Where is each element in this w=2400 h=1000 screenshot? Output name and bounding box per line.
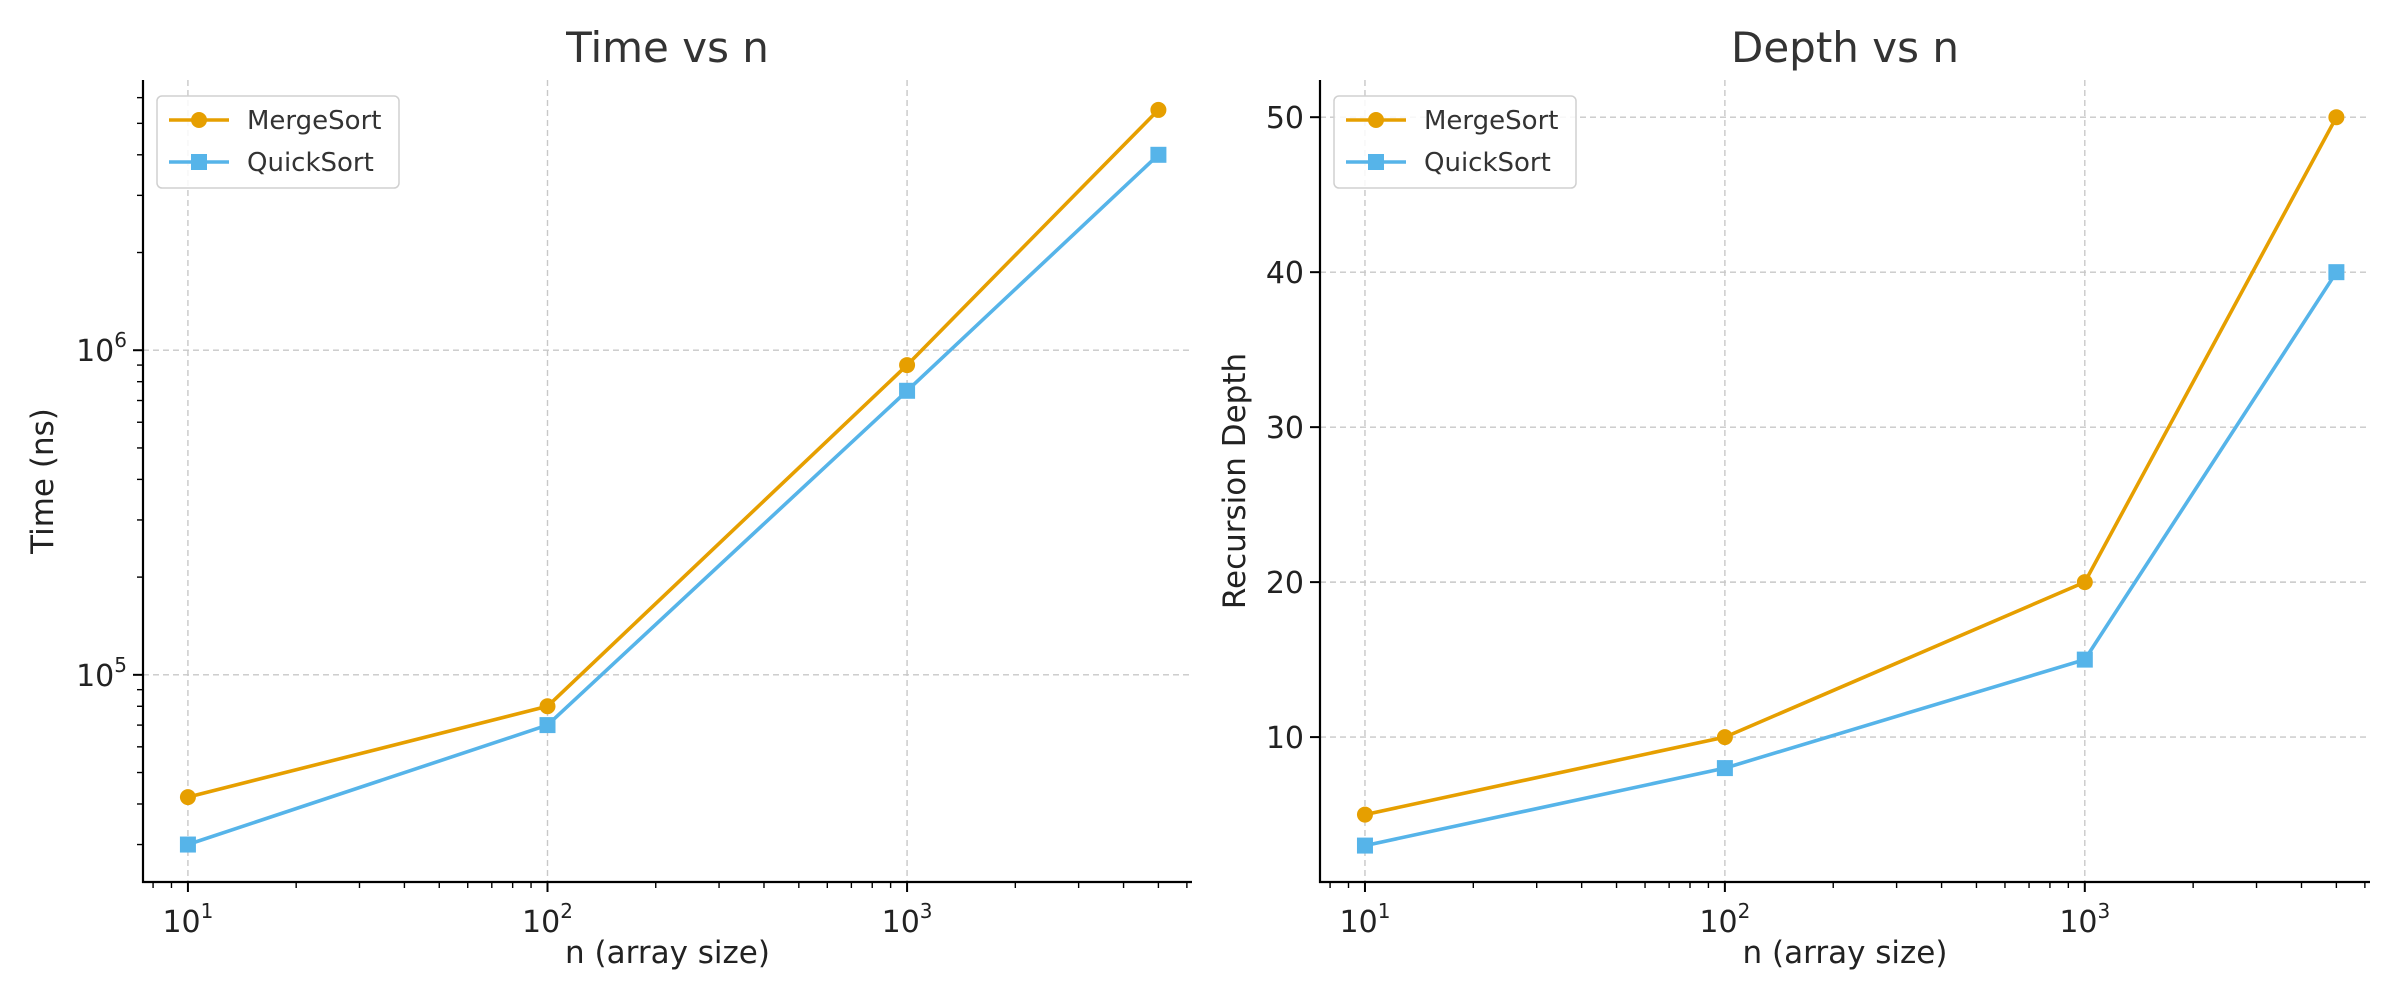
data-point-mergesort [1150, 101, 1167, 118]
data-point-quicksort [2076, 651, 2093, 668]
x-tick-label: 102 [522, 899, 573, 940]
x-tick-label: 101 [162, 899, 213, 940]
x-tick-label: 103 [2059, 899, 2110, 940]
x-tick-exponent: 3 [920, 899, 933, 923]
x-tick-base: 10 [882, 905, 920, 940]
series-line-mergesort [1364, 116, 2338, 817]
legend-marker-square [1368, 154, 1384, 170]
legend-entry: MergeSort [247, 106, 381, 136]
legend-marker-circle [191, 112, 207, 128]
legend-marker-square [191, 154, 207, 170]
x-tick-base: 10 [2059, 905, 2097, 940]
data-point-mergesort [2328, 109, 2345, 126]
x-tick-exponent: 1 [201, 899, 214, 923]
data-point-mergesort [1356, 806, 1373, 823]
chart-title: Time vs n [565, 23, 769, 72]
x-tick-label: 101 [1340, 899, 1391, 940]
series-line-mergesort [187, 108, 1160, 799]
x-axis-label: n (array size) [565, 935, 770, 971]
data-point-mergesort [899, 357, 916, 374]
legend-entry: MergeSort [1424, 106, 1558, 136]
y-tick-exponent: 5 [114, 653, 127, 677]
x-tick-base: 10 [162, 905, 200, 940]
x-tick-exponent: 3 [2098, 899, 2111, 923]
x-tick-base: 10 [1699, 905, 1737, 940]
data-point-quicksort [2328, 264, 2345, 281]
x-tick-exponent: 1 [1378, 899, 1391, 923]
legend-entry: QuickSort [247, 148, 374, 178]
x-tick-exponent: 2 [1738, 899, 1751, 923]
x-tick-label: 102 [1699, 899, 1750, 940]
data-point-quicksort [179, 836, 196, 853]
legend-entry: QuickSort [1424, 148, 1551, 178]
legend: MergeSort QuickSort [1333, 95, 1577, 189]
data-point-mergesort [2076, 574, 2093, 591]
data-point-quicksort [1150, 146, 1167, 163]
data-point-quicksort [1716, 760, 1733, 777]
y-tick-exponent: 6 [114, 328, 127, 352]
x-tick-base: 10 [522, 905, 560, 940]
y-tick-base: 10 [76, 334, 114, 369]
y-tick-label: 30 [1266, 411, 1304, 446]
y-tick-base: 10 [76, 659, 114, 694]
x-tick-exponent: 2 [560, 899, 573, 923]
data-point-quicksort [899, 382, 916, 399]
chart-title: Depth vs n [1731, 23, 1959, 72]
y-tick-label: 105 [76, 653, 127, 694]
data-point-mergesort [1716, 729, 1733, 746]
y-tick-label: 10 [1266, 721, 1304, 756]
x-axis-label: n (array size) [1743, 935, 1948, 971]
data-point-mergesort [179, 789, 196, 806]
legend: MergeSort QuickSort [156, 95, 400, 189]
y-tick-label: 40 [1266, 256, 1304, 291]
y-tick-label: 106 [76, 328, 127, 369]
data-point-quicksort [1356, 837, 1373, 854]
data-point-mergesort [539, 698, 556, 715]
y-axis-label: Recursion Depth [1217, 353, 1253, 609]
series-line-quicksort [187, 153, 1160, 847]
x-tick-label: 103 [882, 899, 933, 940]
y-axis-label: Time (ns) [25, 408, 61, 555]
data-point-quicksort [539, 717, 556, 734]
series-line-quicksort [1364, 271, 2338, 848]
y-tick-label: 50 [1266, 101, 1304, 136]
legend-marker-circle [1368, 112, 1384, 128]
x-tick-base: 10 [1340, 905, 1378, 940]
y-tick-label: 20 [1266, 566, 1304, 601]
